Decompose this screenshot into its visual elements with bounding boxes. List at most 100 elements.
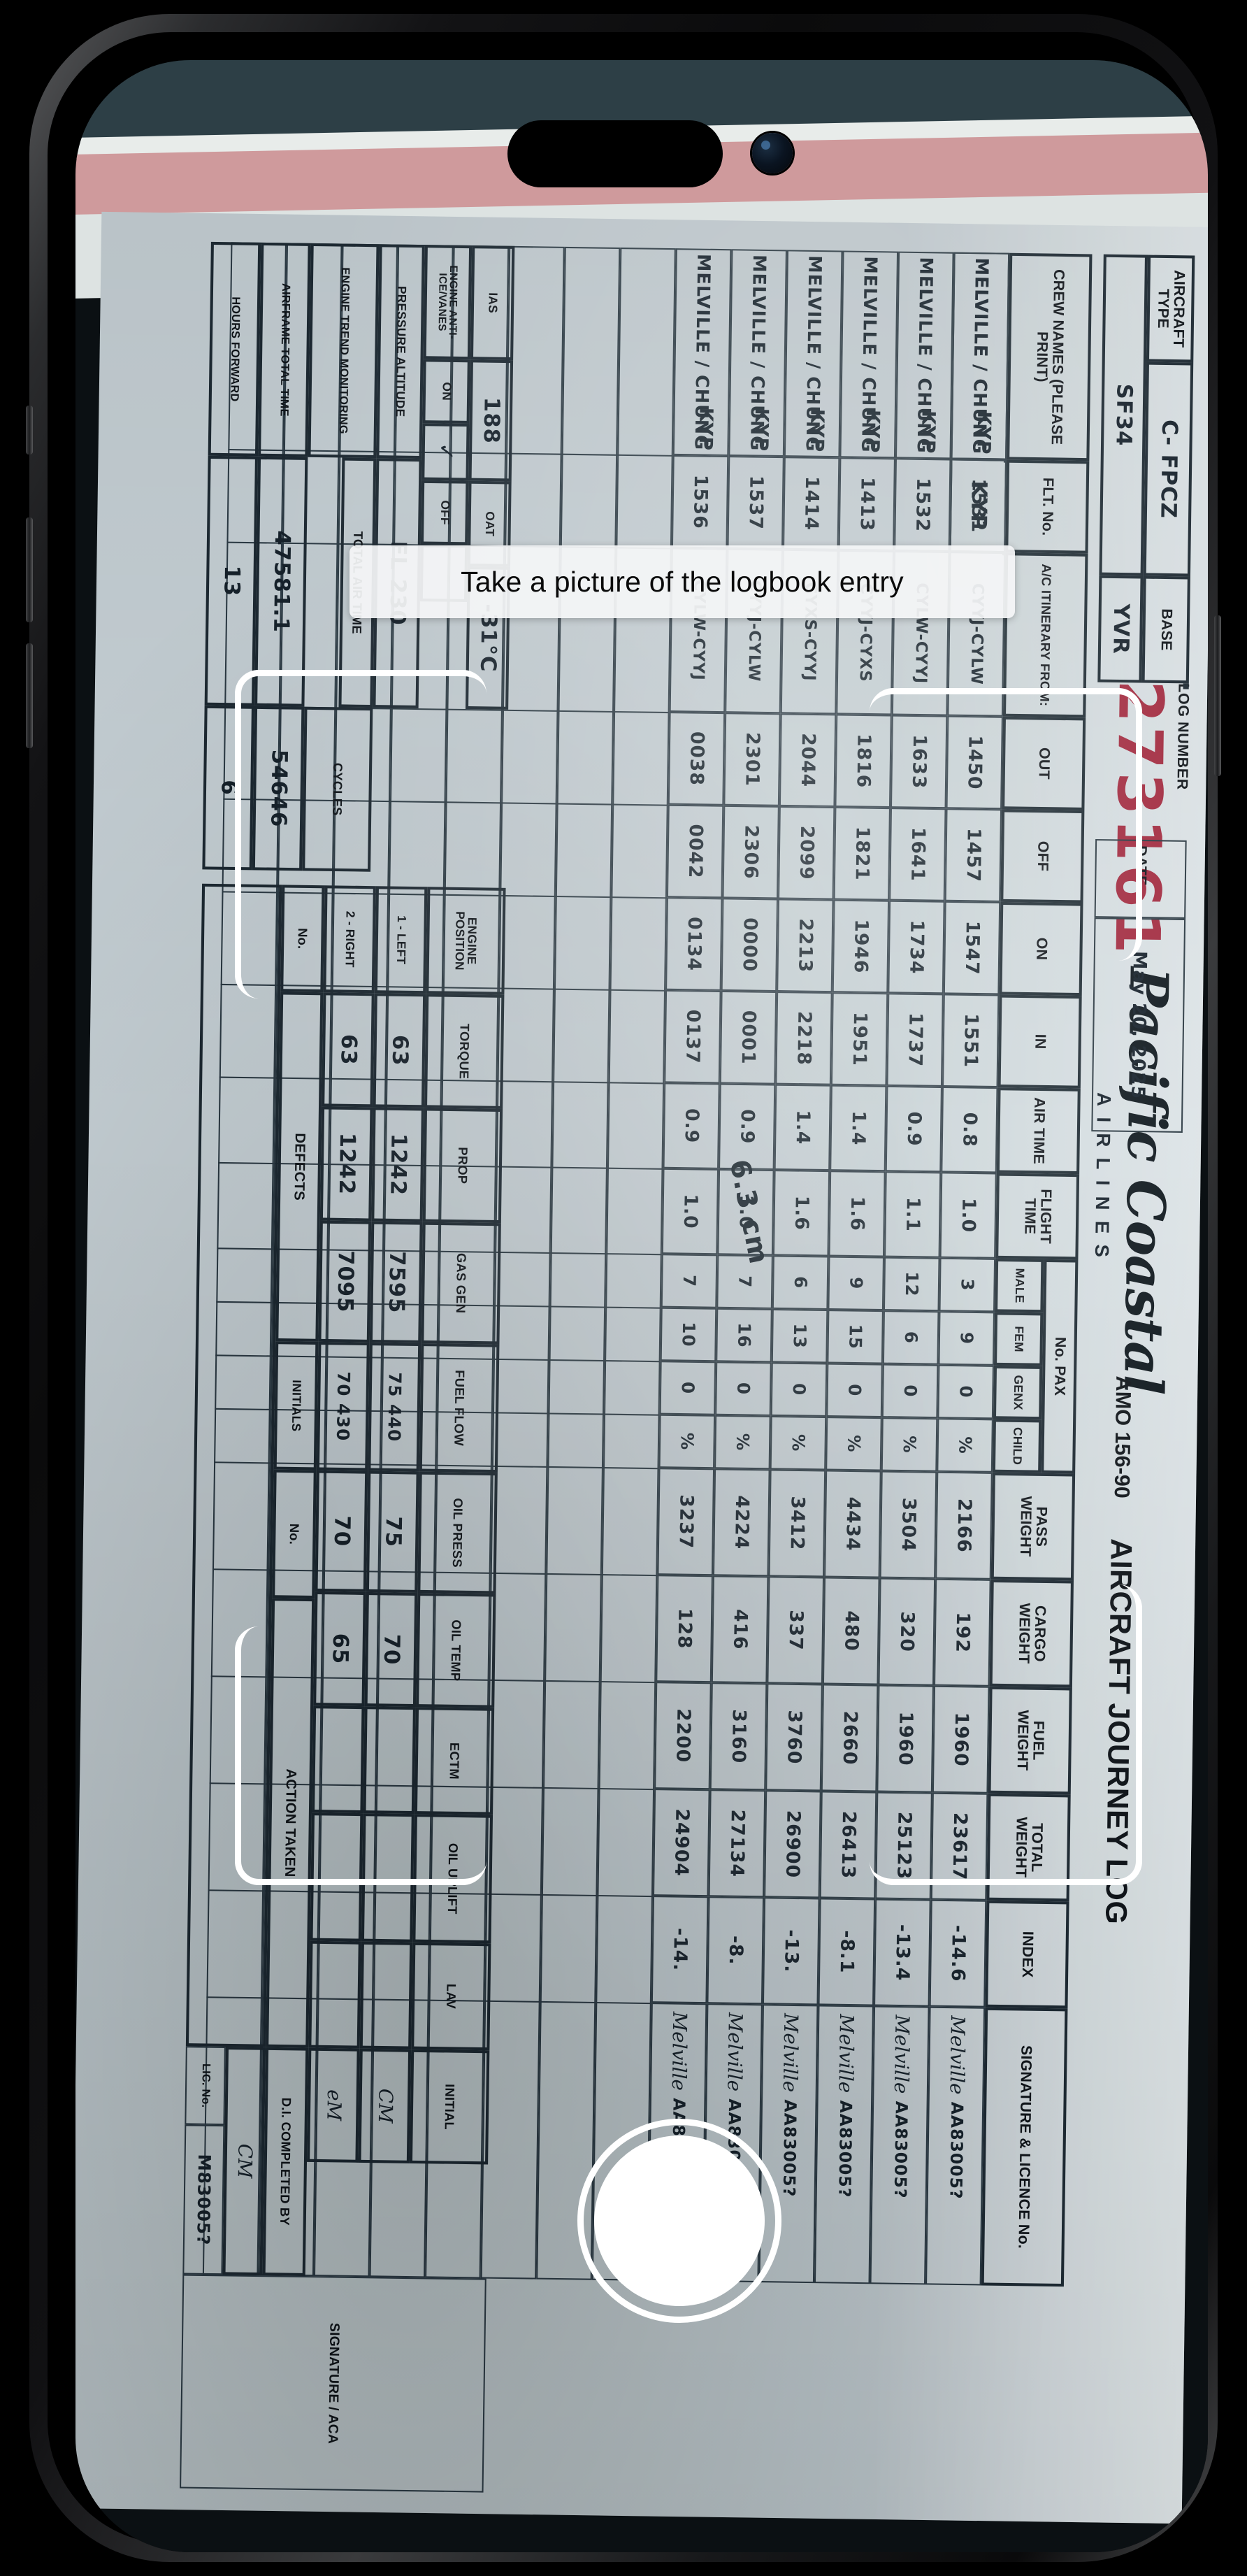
col-genx: GENX [993,1365,1043,1420]
table-row-cell-out: 2044 [779,713,837,807]
table-row-base-code: KYP [694,407,716,452]
table-row-cell-in: 0137 [664,989,721,1084]
table-row-base-code: KYP [805,408,828,453]
cell-value-fem: 6 [901,1331,921,1345]
cell-value-air: 0.9 [680,1108,703,1144]
cell-value-fuel-weight: 3760 [783,1710,806,1765]
engine-trend-label: ENGINE TREND MONITORING [308,243,380,459]
signature-mark: Melville [778,2012,802,2093]
cell-value-air: 1.4 [791,1110,814,1145]
table-row-cell-in: 0001 [719,990,777,1085]
shutter-button-ring[interactable] [577,2119,781,2323]
cell-value-flt: 1537 [744,475,767,531]
col-child: CHILD [992,1419,1042,1473]
table-row-cell-flight: 1.0 [939,1172,997,1259]
cell-value-pass-weight: 3237 [675,1494,698,1550]
cell-value-male: 7 [679,1274,700,1288]
initials-label: INITIALS [273,1341,319,1471]
table-row-base-code: KYP [861,409,884,454]
phone-device-frame: LOG NUMBER 273161 Pacific Coastal AIRLIN… [26,14,1221,2562]
table-row-cell-on: 0000 [721,898,779,992]
engine-left-initial: CM [373,2088,396,2124]
signature-aca-label: SIGNATURE / ACA [180,2274,486,2493]
table-row-cell-flight: 1.1 [884,1171,942,1258]
cell-value-genx: 0 [956,1385,976,1398]
table-row-cell-flight: 1.6 [772,1170,830,1257]
table-row-cell-child: % [937,1418,993,1473]
table-row-base-code: KYP [972,411,995,455]
aircraft-registration-cell: C- FPCZ [1143,362,1194,577]
cell-value-child: % [788,1433,809,1452]
engine-col-prop: PROP [422,1108,503,1224]
engine-col-initial: INITIAL [409,2049,490,2165]
table-row-cell-in: 1737 [886,993,944,1087]
table-row-cell-genx: 0 [881,1364,939,1419]
engine-col-lav: LAV [411,1942,491,2051]
engine-col-gas-gen: GAS GEN [421,1222,501,1345]
ias-value: 188 [478,396,505,445]
licence-number: AA83005? [779,2099,799,2198]
engine-right-prop: 1242 [334,1132,361,1196]
shutter-button[interactable] [594,2135,765,2306]
col-flt-no: FLT. No. [1005,459,1090,554]
cell-value-child: % [677,1432,698,1451]
engine-left-lav [359,1941,413,2049]
base-label: BASE [1141,575,1190,684]
table-row-cell-air: 0.9 [663,1082,720,1169]
table-row-cell-fuel-weight: 3760 [765,1683,823,1791]
table-row-cell-air: 0.9 [719,1083,776,1171]
table-row-cell-male: 12 [883,1257,940,1312]
mute-switch[interactable] [26,406,33,455]
table-row-signature: Melville AA83005? [870,2005,930,2285]
table-row-cell-pass-weight: 4224 [712,1468,770,1577]
cell-value-child: % [955,1436,976,1454]
table-row-cell-air: 1.4 [830,1085,887,1172]
engine-col-oil-press: OIL PRESS [417,1471,498,1594]
table-row-cell-cargo-weight: 128 [656,1575,713,1683]
engine-left-oil-press: 75 [380,1516,406,1548]
table-row-cell-pass-weight: 3504 [879,1471,937,1579]
table-row-cell-off: 2099 [778,806,835,900]
engine-right-fuel-flow: 70 430 [333,1371,354,1442]
lic-no-label: LIC. No. [185,2046,226,2126]
spacer [1183,683,1189,689]
table-row-signature: Melville AA83005? [925,2006,986,2286]
table-row-signature: Melville AA83005? [814,2005,874,2284]
cell-value-fuel-weight: 3160 [728,1709,750,1764]
base-value-cell: YVR [1097,575,1144,683]
cell-value-in: 0001 [737,1010,760,1065]
doc-bracket-top-left [235,670,486,999]
engine-col-fuel-flow: FUEL FLOW [419,1343,500,1473]
di-signature-cell: CM [222,2046,266,2276]
engine-left-torque: 63 [387,1034,413,1066]
table-row-cell-child: % [826,1416,882,1471]
table-row-cell-flt: 1536 [671,455,729,549]
licence-number: AA83005? [946,2101,966,2200]
col-fem: FEM [993,1312,1044,1366]
power-button[interactable] [1214,615,1221,776]
col-in: IN [997,994,1082,1089]
cell-value-out: 0038 [686,731,708,787]
volume-up-button[interactable] [26,517,33,622]
col-pass-weight: PASS WEIGHT [990,1472,1076,1581]
volume-down-button[interactable] [26,643,33,748]
col-crew-names: CREW NAMES (PLEASE PRINT) [1007,252,1093,461]
dynamic-island [507,120,723,187]
table-row-cell-fem: 15 [827,1310,884,1364]
table-row-cell-child: % [770,1415,827,1471]
capture-hint-banner: Take a picture of the logbook entry [349,545,1015,618]
cell-value-cargo-weight: 337 [784,1609,807,1651]
cell-value-fem: 13 [789,1323,810,1349]
engine-right-torque: 63 [336,1033,362,1066]
table-row-cell-in: 1551 [942,994,1000,1088]
doc-bracket-bottom-left [235,1626,486,1885]
camera-viewfinder[interactable]: LOG NUMBER 273161 Pacific Coastal AIRLIN… [75,60,1208,2552]
cell-value-pass-weight: 3504 [897,1497,920,1552]
col-flight-time: FLIGHT TIME [995,1173,1080,1260]
col-male: MALE [995,1258,1044,1313]
date-value: May 20, 2025 [1127,950,1151,1100]
cell-value-flt: 1531 [967,478,990,534]
signature-mark: Melville [667,2011,691,2091]
cell-value-flt: 1532 [911,478,935,533]
cell-value-total-weight: 26900 [781,1810,805,1879]
